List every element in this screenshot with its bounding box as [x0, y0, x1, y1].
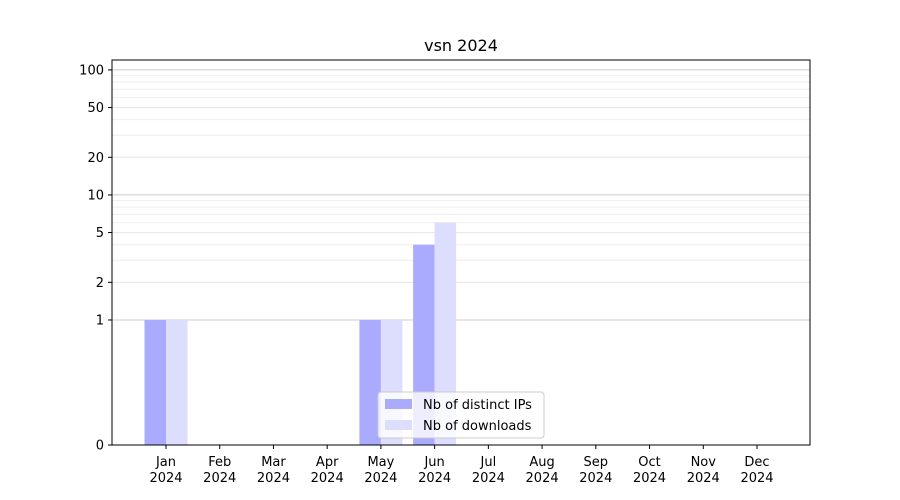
x-tick-label-month: Jan	[155, 455, 176, 470]
y-tick-label: 50	[87, 101, 104, 116]
x-tick-label-month: Nov	[691, 455, 717, 470]
legend-swatch-downloads	[385, 420, 412, 430]
x-tick-label-year: 2024	[149, 471, 182, 486]
x-tick-label-month: Aug	[529, 455, 554, 470]
x-tick-label-year: 2024	[203, 471, 236, 486]
legend-label-distinct-ips: Nb of distinct IPs	[423, 398, 532, 413]
chart-title: vsn 2024	[424, 36, 498, 55]
x-tick-label-year: 2024	[740, 471, 773, 486]
bar-distinct-ips	[144, 319, 166, 445]
y-axis-ticks: 0 1 2 5 10 20 50 100	[79, 63, 112, 454]
x-tick-label-month: Feb	[208, 455, 231, 470]
legend-box	[377, 391, 545, 439]
x-tick-label-year: 2024	[526, 471, 559, 486]
x-tick-label-year: 2024	[257, 471, 290, 486]
x-tick-label-month: Apr	[316, 455, 339, 470]
y-tick-label: 10	[87, 188, 104, 203]
bar-distinct-ips	[359, 319, 381, 445]
legend: Nb of distinct IPs Nb of downloads	[377, 391, 545, 439]
plot-frame	[111, 59, 811, 446]
y-tick-label: 5	[96, 226, 104, 241]
x-tick-label-year: 2024	[579, 471, 612, 486]
x-tick-label-year: 2024	[418, 471, 451, 486]
x-tick-label-month: Jul	[480, 455, 497, 470]
x-tick-label-month: May	[367, 455, 394, 470]
grid-lines	[112, 69, 810, 321]
x-axis-ticks: Jan2024Feb2024Mar2024Apr2024May2024Jun20…	[149, 445, 774, 486]
legend-swatch-distinct-ips	[385, 399, 412, 409]
y-tick-label: 20	[87, 151, 104, 166]
x-tick-label-month: Sep	[584, 455, 609, 470]
bar-downloads	[166, 319, 188, 445]
bars	[144, 222, 457, 445]
x-tick-label-year: 2024	[633, 471, 666, 486]
x-tick-label-month: Jun	[423, 455, 444, 470]
x-tick-label-month: Dec	[744, 455, 769, 470]
x-tick-label-year: 2024	[364, 471, 397, 486]
legend-label-downloads: Nb of downloads	[423, 419, 532, 434]
y-tick-label: 2	[96, 276, 104, 291]
y-tick-label: 100	[79, 63, 104, 78]
y-tick-label: 1	[96, 313, 104, 328]
y-tick-label: 0	[96, 439, 104, 454]
x-tick-label-year: 2024	[472, 471, 505, 486]
x-tick-label-month: Mar	[261, 455, 286, 470]
x-tick-label-year: 2024	[311, 471, 344, 486]
x-tick-label-year: 2024	[687, 471, 720, 486]
bar-downloads	[434, 222, 457, 445]
x-tick-label-month: Oct	[638, 455, 660, 470]
